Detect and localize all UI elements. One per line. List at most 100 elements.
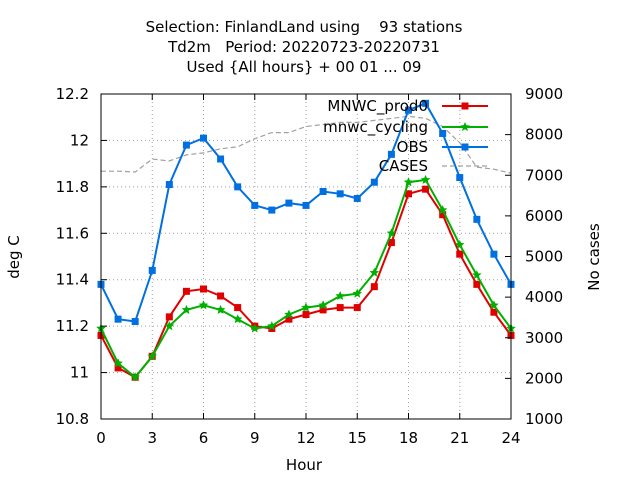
- y2-axis-label: No cases: [585, 223, 603, 291]
- data-point-mnwc-prod0: [456, 250, 464, 258]
- data-point-mnwc-prod0: [387, 239, 395, 247]
- data-point-mnwc-prod0: [182, 287, 190, 295]
- data-point-obs: [285, 199, 293, 207]
- data-point-mnwc-cycling: [437, 205, 448, 215]
- data-point-mnwc-prod0: [217, 292, 225, 300]
- data-point-mnwc-cycling: [301, 302, 311, 312]
- data-point-mnwc-cycling: [181, 304, 192, 314]
- y-tick-label: 12: [70, 131, 89, 149]
- data-point-mnwc-prod0: [473, 280, 481, 288]
- x-tick-label: 0: [96, 429, 106, 447]
- data-point-obs: [268, 206, 276, 214]
- series-line-cases: [101, 115, 512, 174]
- data-point-mnwc-prod0: [114, 364, 122, 372]
- data-point-obs: [234, 183, 242, 191]
- plot-grid: [101, 94, 511, 419]
- data-point-obs: [387, 150, 395, 158]
- data-point-mnwc-cycling: [284, 309, 294, 319]
- data-point-obs: [336, 190, 344, 198]
- data-point-obs: [165, 181, 173, 189]
- data-point-mnwc-prod0: [439, 211, 447, 219]
- data-point-mnwc-prod0: [405, 190, 412, 198]
- data-point-obs: [473, 215, 481, 223]
- data-point-obs: [439, 129, 447, 137]
- data-point-obs: [182, 141, 190, 149]
- y-axis-label: deg C: [5, 235, 23, 279]
- legend-label-mnwc-prod0: MNWC_prod0: [327, 97, 428, 116]
- chart-title: Selection: FinlandLand using 93 stations…: [146, 18, 463, 76]
- data-point-mnwc-prod0: [353, 304, 361, 312]
- data-point-mnwc-cycling: [130, 372, 140, 382]
- data-point-obs: [217, 155, 225, 163]
- data-point-mnwc-cycling: [147, 351, 157, 361]
- data-point-mnwc-prod0: [319, 306, 327, 314]
- y-tick-label: 11.8: [56, 178, 89, 196]
- data-point-mnwc-prod0: [336, 304, 344, 312]
- data-point-obs: [456, 174, 464, 182]
- data-point-mnwc-prod0: [165, 313, 173, 321]
- data-point-mnwc-prod0: [200, 285, 207, 293]
- y-tick-label: 10.8: [56, 410, 89, 428]
- data-point-mnwc-cycling: [198, 300, 209, 310]
- data-point-mnwc-cycling: [420, 174, 431, 184]
- data-point-mnwc-cycling: [472, 270, 482, 280]
- y2-tick-label: 8000: [525, 126, 563, 144]
- y-tick-label: 11.6: [56, 224, 89, 242]
- data-point-mnwc-cycling: [164, 321, 175, 331]
- data-point-mnwc-cycling: [489, 300, 499, 310]
- data-point-obs: [302, 201, 310, 209]
- data-point-mnwc-cycling: [403, 177, 414, 187]
- y2-tick-label: 1000: [525, 410, 563, 428]
- data-point-mnwc-prod0: [422, 185, 430, 193]
- data-point-obs: [405, 106, 412, 114]
- data-point-mnwc-cycling: [113, 358, 123, 368]
- x-tick-label: 12: [296, 429, 315, 447]
- x-tick-label: 6: [199, 429, 209, 447]
- data-point-obs: [200, 134, 207, 142]
- data-point-mnwc-cycling: [455, 239, 465, 249]
- x-tick-label: 21: [450, 429, 469, 447]
- legend-marker-mnwc-cycling: [460, 122, 470, 131]
- y2-tick-label: 3000: [525, 329, 563, 347]
- y-tick-label: 11: [70, 364, 89, 382]
- y-tick-label: 11.4: [56, 271, 89, 289]
- axis-ticks: 0 3 6 9 12 15 18 21 24 10.8 11 11.2 11.4 11.6 11.8 12 12…: [56, 85, 564, 447]
- legend-label-obs: OBS: [397, 138, 428, 156]
- title-line-3: Used {All hours} + 00 01 ... 09: [187, 58, 422, 76]
- series-line-obs: [100, 102, 512, 323]
- x-tick-label: 18: [399, 429, 418, 447]
- data-point-mnwc-cycling: [250, 323, 260, 333]
- data-point-obs: [370, 178, 378, 186]
- y-tick-label: 11.2: [56, 317, 89, 335]
- y-tick-label: 12.2: [56, 85, 89, 103]
- data-point-mnwc-cycling: [369, 267, 380, 277]
- legend-label-mnwc-cycling: mnwc_cycling: [323, 118, 428, 137]
- data-point-obs: [490, 250, 498, 258]
- data-point-mnwc-cycling: [386, 228, 397, 238]
- x-tick-label: 15: [348, 429, 367, 447]
- data-point-mnwc-cycling: [215, 304, 226, 314]
- y2-tick-label: 6000: [525, 207, 563, 225]
- data-point-obs: [319, 188, 327, 195]
- data-point-mnwc-cycling: [267, 321, 277, 331]
- y2-tick-label: 5000: [525, 248, 563, 266]
- data-point-obs: [422, 99, 430, 107]
- data-point-obs: [114, 315, 122, 323]
- y2-tick-label: 2000: [525, 369, 563, 387]
- title-line-2: Td2m Period: 20220723-20220731: [167, 38, 440, 56]
- data-point-mnwc-prod0: [370, 283, 378, 291]
- y2-tick-label: 7000: [525, 166, 563, 184]
- y2-tick-label: 4000: [525, 288, 563, 306]
- x-tick-label: 3: [147, 429, 157, 447]
- title-line-1: Selection: FinlandLand using 93 stations: [146, 18, 463, 36]
- data-point-mnwc-cycling: [335, 291, 345, 300]
- data-point-obs: [131, 318, 139, 325]
- data-point-obs: [251, 201, 259, 209]
- x-tick-label: 24: [501, 429, 520, 447]
- data-point-mnwc-cycling: [352, 288, 362, 298]
- data-point-obs: [148, 266, 156, 274]
- data-point-mnwc-cycling: [232, 314, 243, 324]
- legend-marker-obs: [461, 143, 469, 151]
